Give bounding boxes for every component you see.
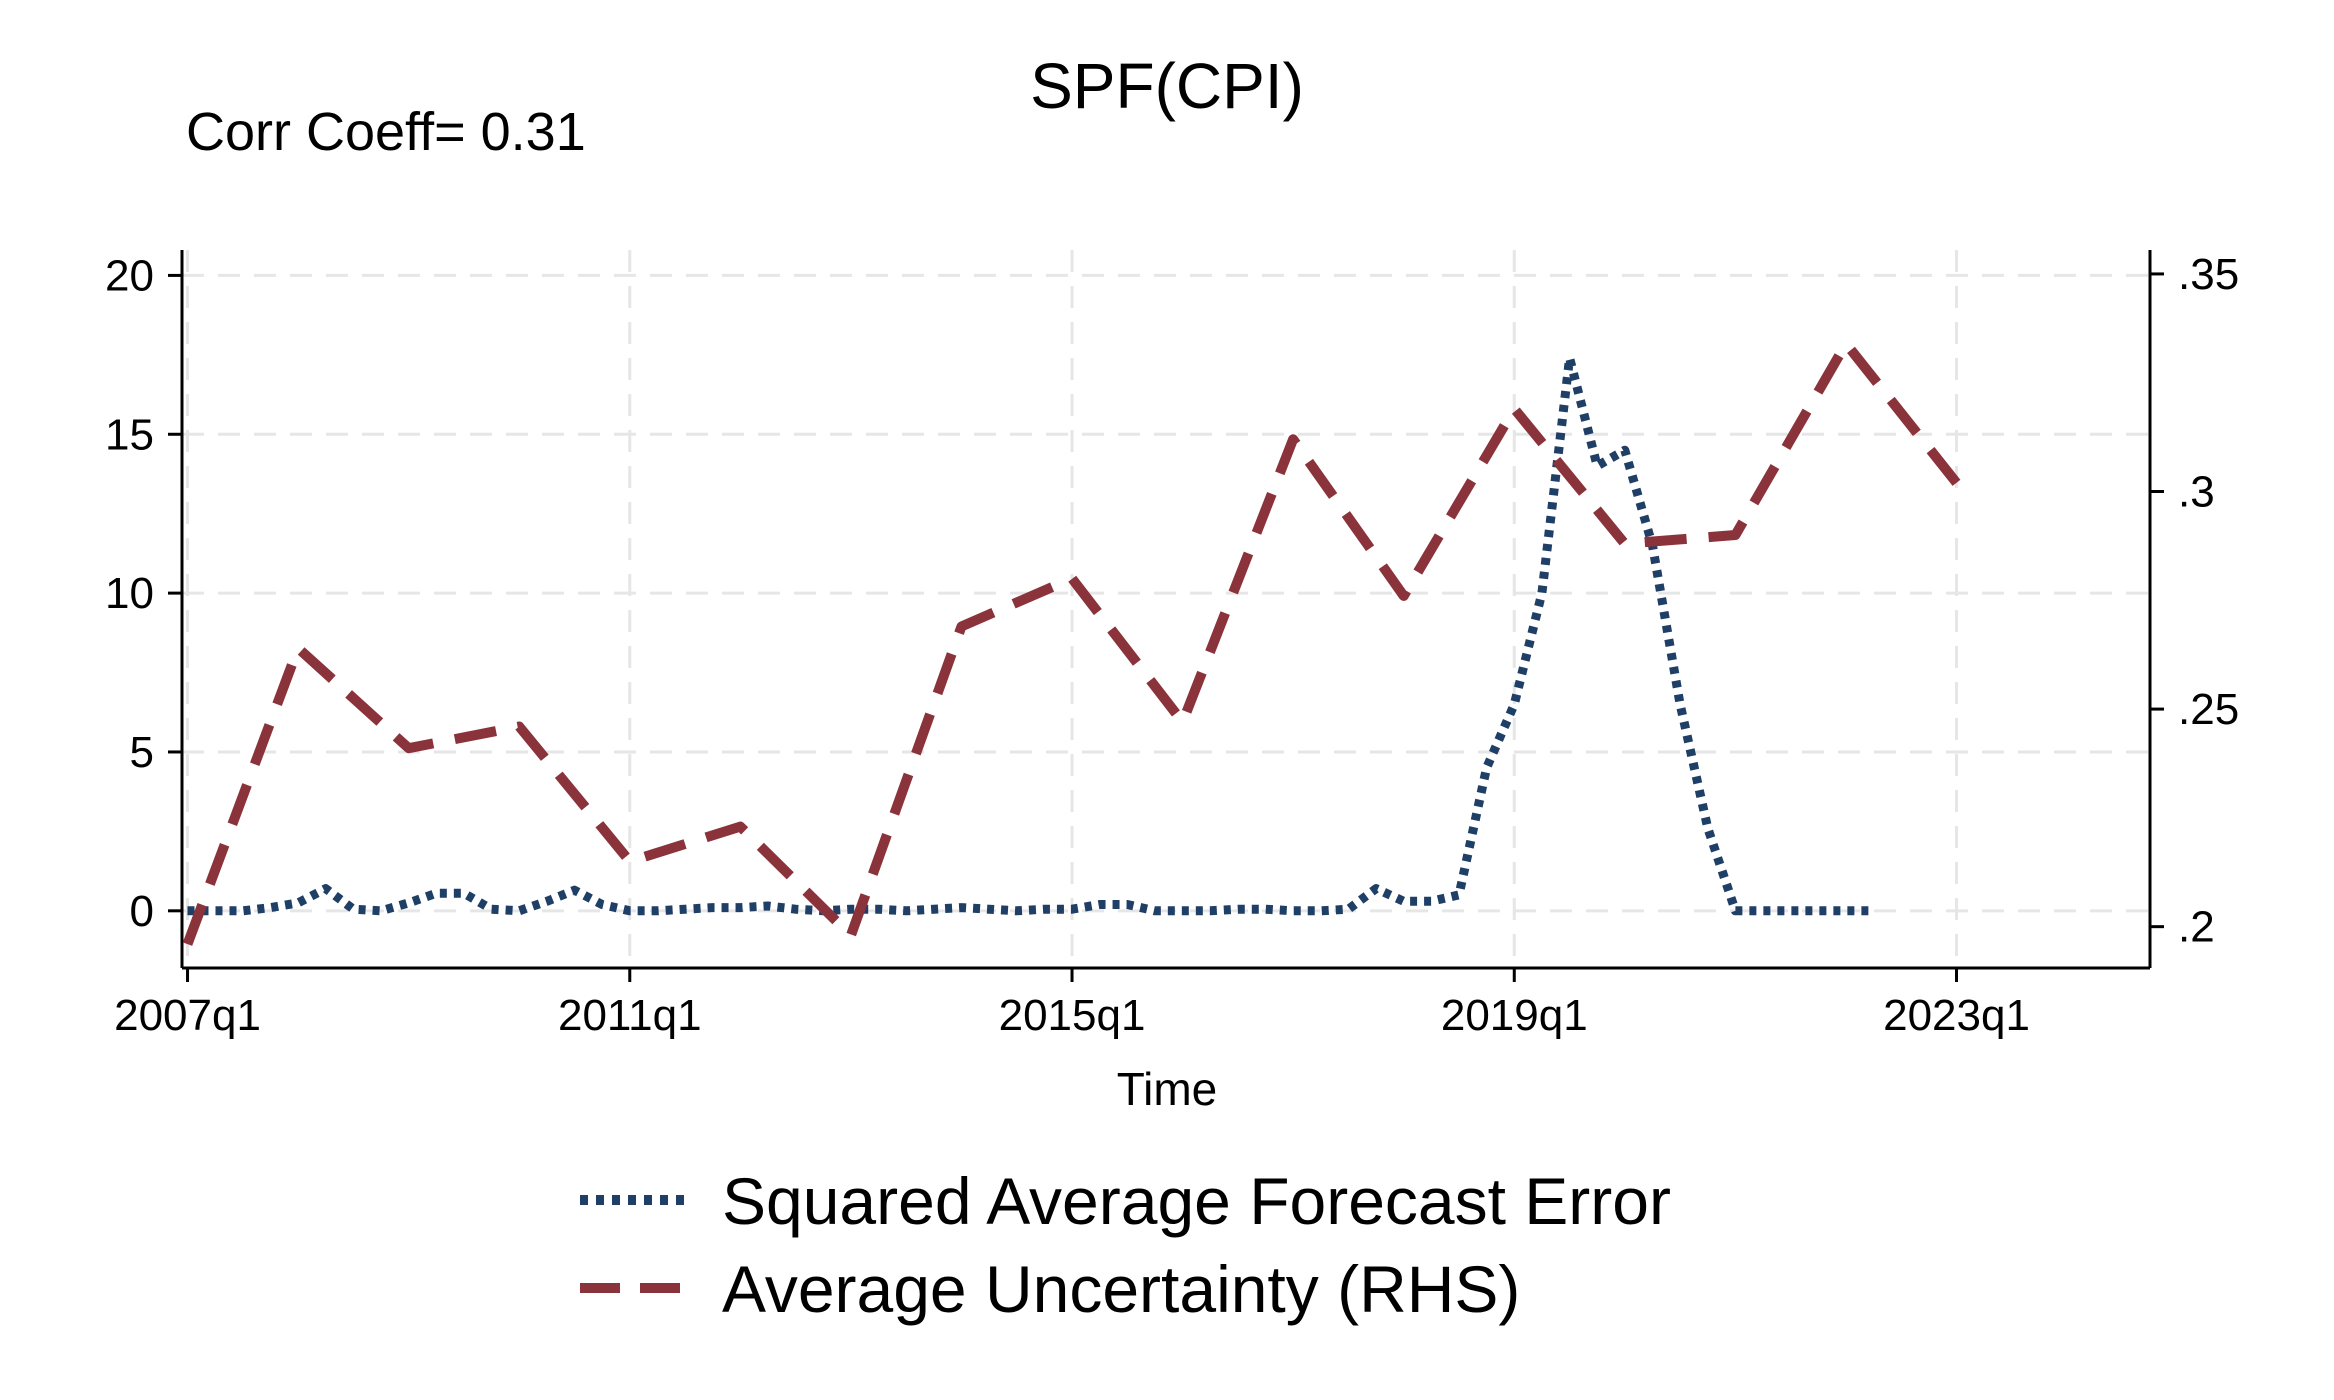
x-tick-label: 2007q1 — [114, 991, 261, 1040]
x-tick-label: 2011q1 — [558, 991, 702, 1040]
axes — [168, 250, 2164, 982]
y-left-tick-label: 15 — [105, 410, 154, 459]
legend-label-forecast-error: Squared Average Forecast Error — [722, 1164, 1671, 1238]
plot-area — [182, 338, 1961, 946]
x-tick-label: 2019q1 — [1441, 991, 1588, 1040]
grid — [182, 250, 2150, 968]
x-axis-title: Time — [1117, 1063, 1218, 1115]
tick-labels: 0 5 10 15 20 .2 .25 .3 .35 2007q1 2011q1 2015q1 2019… — [105, 250, 2239, 1040]
legend-label-uncertainty: Average Uncertainty (RHS) — [722, 1252, 1520, 1326]
y-right-tick-label: .2 — [2178, 903, 2215, 952]
y-left-tick-label: 10 — [105, 569, 154, 618]
series-line-forecast-error — [187, 353, 1874, 916]
x-tick-label: 2015q1 — [999, 991, 1146, 1040]
series-line-average-uncertainty — [182, 338, 1961, 946]
legend: Squared Average Forecast Error Average U… — [580, 1164, 1671, 1326]
y-left-tick-label: 5 — [130, 728, 154, 777]
x-tick-label: 2023q1 — [1883, 991, 2030, 1040]
y-right-tick-label: .3 — [2178, 468, 2215, 517]
y-left-tick-label: 0 — [130, 887, 154, 936]
y-right-tick-label: .25 — [2178, 685, 2239, 734]
chart-title: SPF(CPI) — [1030, 50, 1304, 122]
y-left-tick-label: 20 — [105, 251, 154, 300]
y-right-tick-label: .35 — [2178, 250, 2239, 299]
correlation-annotation: Corr Coeff= 0.31 — [186, 102, 586, 162]
